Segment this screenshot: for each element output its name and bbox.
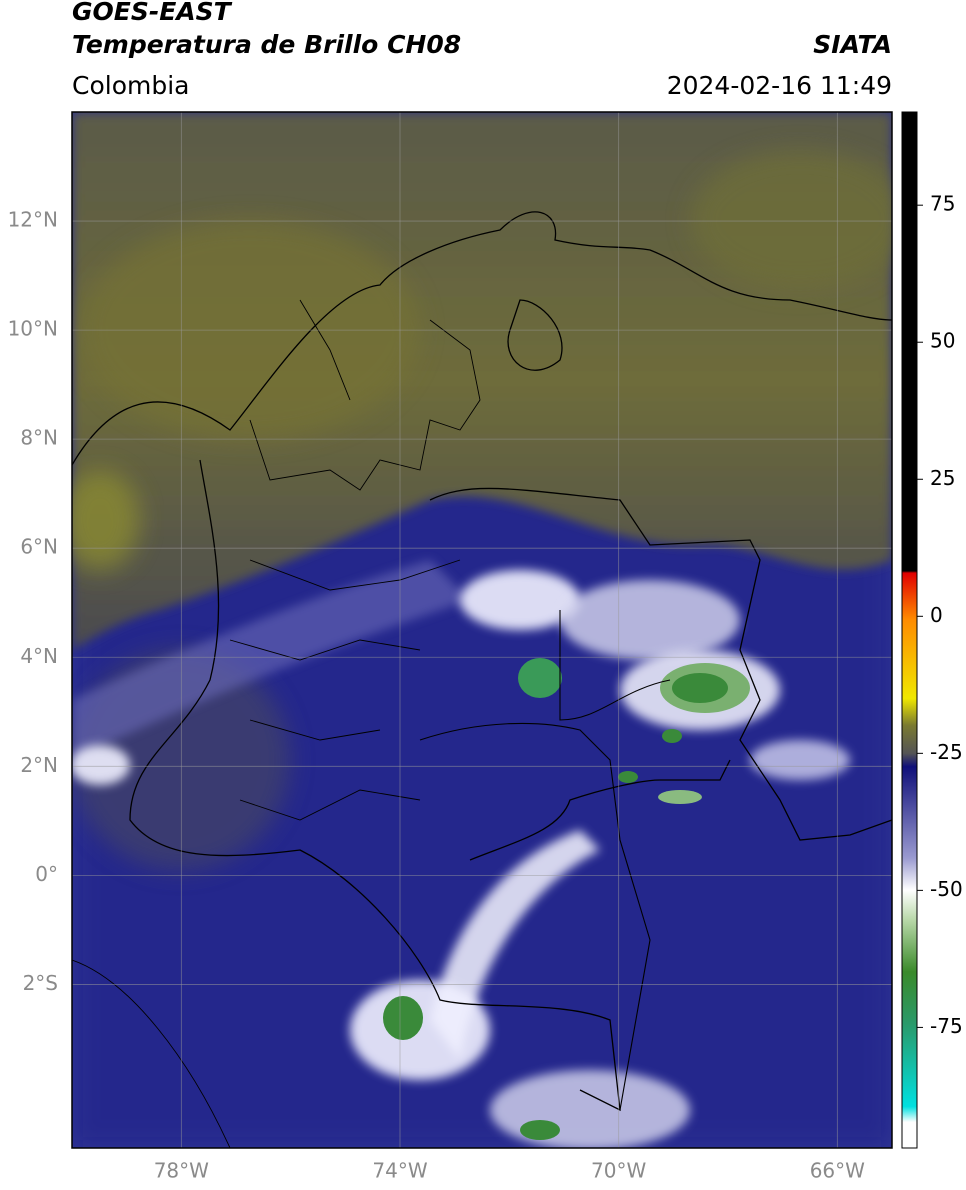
y-tick-label: 12°N <box>8 208 58 232</box>
timestamp: 2024-02-16 11:49 <box>667 71 892 100</box>
y-tick-label: 8°N <box>20 426 58 450</box>
map-image <box>72 112 892 1148</box>
map-frame <box>71 111 893 1149</box>
colorbar-tick-label: -75 <box>930 1014 963 1038</box>
x-tick-label: 66°W <box>810 1159 865 1183</box>
x-tick-label: 70°W <box>591 1159 646 1183</box>
y-tick-label: 0° <box>35 862 58 886</box>
title: GOES-EAST <box>72 0 233 26</box>
y-tick-label: 2°S <box>23 971 58 995</box>
y-tick-label: 6°N <box>20 535 58 559</box>
y-tick-label: 4°N <box>20 644 58 668</box>
colorbar <box>901 111 918 1149</box>
y-tick-label: 2°N <box>20 753 58 777</box>
source: SIATA <box>813 30 892 59</box>
colorbar-tick-label: 50 <box>930 329 955 353</box>
y-tick-label: 10°N <box>8 317 58 341</box>
colorbar-tick-label: 75 <box>930 192 955 216</box>
colorbar-tick-label: -50 <box>930 877 963 901</box>
x-tick-label: 74°W <box>372 1159 427 1183</box>
colorbar-tick-label: 0 <box>930 603 943 627</box>
colorbar-tick-label: 25 <box>930 466 955 490</box>
colorbar-tick-label: -25 <box>930 740 963 764</box>
region: Colombia <box>72 71 189 100</box>
subtitle: Temperatura de Brillo CH08 <box>72 30 461 59</box>
x-tick-label: 78°W <box>154 1159 209 1183</box>
